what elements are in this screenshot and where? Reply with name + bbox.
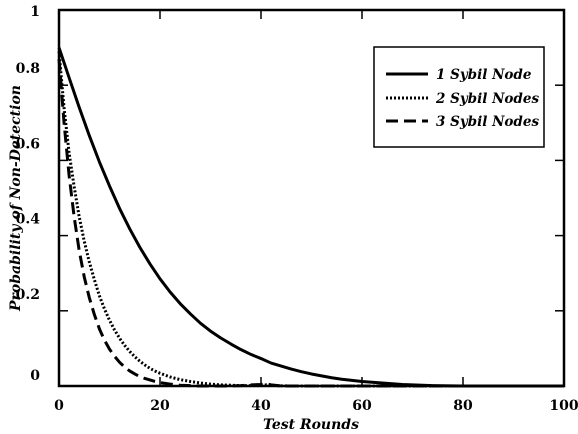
legend-label-1-sybil-node: 1 Sybil Node [436,67,532,83]
series-line-3 [57,58,564,388]
x-tick-label-2: 40 [251,398,271,414]
y-tick-label-2: 0.4 [16,212,41,228]
legend: 1 Sybil Node 2 Sybil Nodes 3 Sybil Nodes [373,46,545,148]
axis-tick-labels: 0 20 40 60 80 100 0 0.2 0.4 0.6 0.8 1 [16,4,578,414]
x-tick-label-5: 100 [549,398,578,414]
x-tick-label-4: 80 [453,398,473,414]
y-tick-label-0: 0 [30,368,40,384]
y-tick-label-5: 1 [30,4,40,20]
series-layer [57,47,564,388]
y-tick-label-4: 0.8 [16,61,40,77]
x-axis-title: Test Rounds [263,417,359,433]
x-tick-label-3: 60 [352,398,372,414]
y-axis-title: Probability of Non-Detection [8,85,24,312]
series-line-1 [57,47,564,388]
legend-label-2-sybil-nodes: 2 Sybil Nodes [435,91,539,107]
y-tick-label-1: 0.2 [16,287,40,303]
y-tick-label-3: 0.6 [16,136,40,152]
axis-ticks [58,9,565,387]
series-line-2 [57,51,564,388]
x-tick-label-1: 20 [150,398,170,414]
legend-label-3-sybil-nodes: 3 Sybil Nodes [436,114,539,130]
x-tick-label-0: 0 [54,398,64,414]
